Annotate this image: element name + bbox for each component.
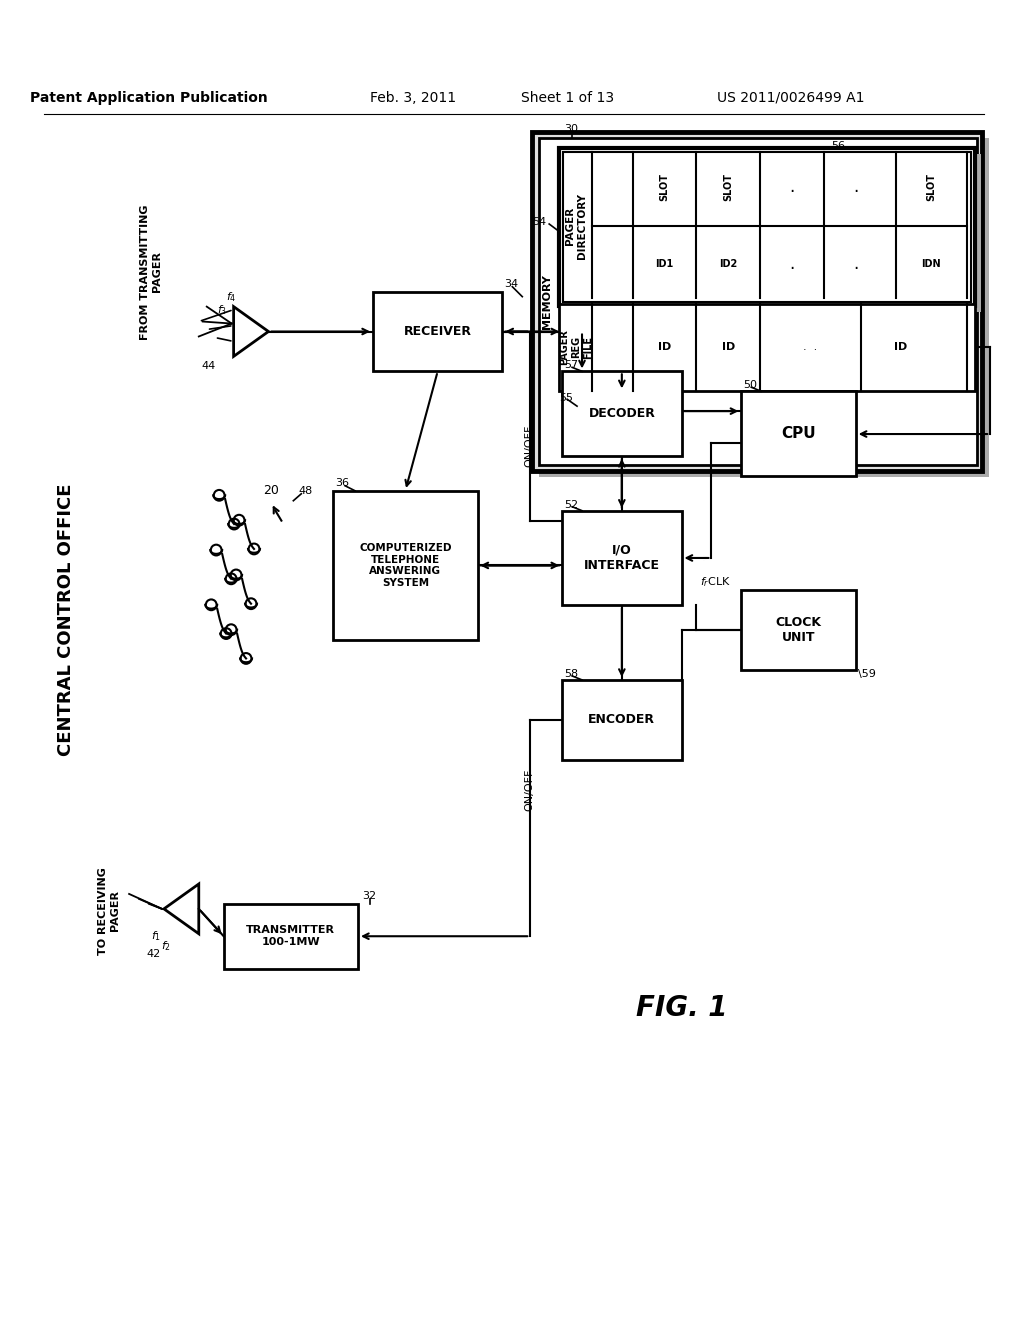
Text: 44: 44: [202, 362, 216, 371]
Text: MEMORY: MEMORY: [542, 275, 552, 329]
Text: SLOT: SLOT: [927, 173, 936, 201]
Text: 50: 50: [743, 380, 758, 391]
Bar: [333, 491, 477, 640]
Text: 20: 20: [263, 484, 280, 498]
Text: 36: 36: [335, 478, 349, 488]
Text: SLOT: SLOT: [659, 173, 670, 201]
Text: ENCODER: ENCODER: [589, 713, 655, 726]
Bar: [741, 391, 856, 475]
Text: FROM TRANSMITTING
PAGER: FROM TRANSMITTING PAGER: [140, 205, 162, 339]
Text: $f_4$: $f_4$: [226, 290, 237, 304]
Text: 34: 34: [505, 279, 518, 289]
Text: \59: \59: [858, 669, 876, 678]
Text: 30: 30: [564, 124, 579, 135]
Bar: [540, 139, 989, 477]
Text: TRANSMITTER
100-1MW: TRANSMITTER 100-1MW: [247, 925, 335, 946]
Bar: [559, 304, 975, 391]
Text: SLOT: SLOT: [723, 173, 733, 201]
Bar: [373, 292, 503, 371]
Text: ID: ID: [722, 342, 735, 352]
Text: RECEIVER: RECEIVER: [403, 325, 472, 338]
Text: CPU: CPU: [781, 426, 816, 441]
Text: 32: 32: [362, 891, 376, 902]
Text: ID: ID: [894, 342, 907, 352]
Text: IDN: IDN: [922, 259, 941, 269]
Text: 42: 42: [146, 949, 161, 958]
Text: $f_r$CLK: $f_r$CLK: [700, 576, 731, 589]
Text: 54: 54: [532, 216, 546, 227]
Text: 58: 58: [564, 669, 579, 678]
Text: Feb. 3, 2011: Feb. 3, 2011: [370, 91, 456, 104]
Text: TO RECEIVING
PAGER: TO RECEIVING PAGER: [98, 867, 120, 954]
Text: .  .: . .: [803, 342, 817, 352]
Text: 52: 52: [564, 500, 579, 510]
Bar: [223, 904, 358, 969]
Text: ID1: ID1: [655, 259, 674, 269]
Text: CLOCK
UNIT: CLOCK UNIT: [775, 616, 821, 644]
Text: $f_2$: $f_2$: [161, 939, 171, 953]
Bar: [562, 680, 682, 759]
Text: ON/OFF: ON/OFF: [524, 425, 535, 467]
Text: ID2: ID2: [719, 259, 737, 269]
Bar: [562, 511, 682, 606]
Text: 48: 48: [298, 486, 312, 496]
Text: 55: 55: [559, 393, 573, 403]
Text: 57: 57: [564, 360, 579, 371]
Text: Patent Application Publication: Patent Application Publication: [30, 91, 268, 104]
Text: ON/OFF: ON/OFF: [524, 768, 535, 810]
Bar: [532, 132, 982, 471]
Bar: [562, 371, 682, 455]
Bar: [565, 154, 981, 312]
Text: PAGER
REG
FILE: PAGER REG FILE: [559, 330, 593, 366]
Bar: [563, 152, 971, 302]
Text: I/O
INTERFACE: I/O INTERFACE: [584, 544, 659, 572]
Text: 56: 56: [830, 141, 845, 152]
Bar: [741, 590, 856, 671]
Text: ID: ID: [658, 342, 672, 352]
Text: US 2011/0026499 A1: US 2011/0026499 A1: [718, 91, 865, 104]
Text: .: .: [790, 255, 795, 273]
Text: .: .: [853, 178, 858, 197]
Text: .: .: [790, 178, 795, 197]
Text: $f_3$: $f_3$: [217, 302, 226, 317]
Bar: [540, 139, 977, 465]
Text: FIG. 1: FIG. 1: [636, 994, 727, 1023]
Text: DECODER: DECODER: [589, 407, 655, 420]
Text: COMPUTERIZED
TELEPHONE
ANSWERING
SYSTEM: COMPUTERIZED TELEPHONE ANSWERING SYSTEM: [359, 543, 452, 587]
Text: .: .: [853, 255, 858, 273]
Text: Sheet 1 of 13: Sheet 1 of 13: [520, 91, 613, 104]
Text: $f_1$: $f_1$: [151, 929, 161, 942]
Bar: [559, 148, 975, 306]
Text: PAGER
DIRECTORY: PAGER DIRECTORY: [565, 193, 587, 259]
Text: CENTRAL CONTROL OFFICE: CENTRAL CONTROL OFFICE: [57, 484, 76, 756]
